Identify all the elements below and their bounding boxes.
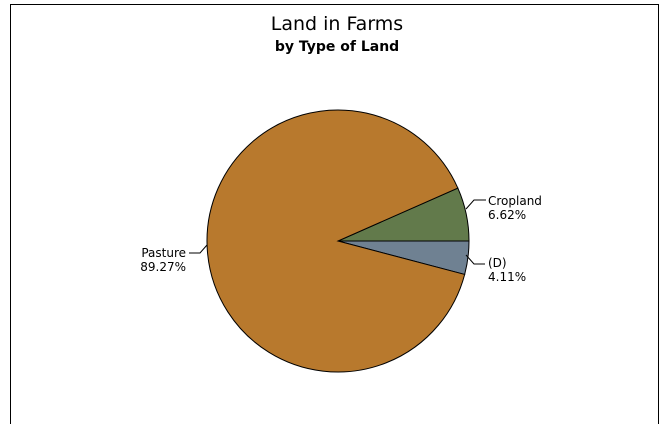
leader-line-cropland	[465, 199, 486, 210]
slice-value-d: 4.11%	[488, 270, 526, 284]
slice-value-cropland: 6.62%	[488, 208, 526, 222]
leader-line-pasture	[189, 244, 208, 254]
pie-slices	[206, 109, 470, 373]
slice-value-pasture: 89.27%	[140, 260, 186, 274]
slice-label-cropland: Cropland	[488, 194, 542, 208]
slice-label-pasture: Pasture	[141, 246, 186, 260]
chart-subtitle: by Type of Land	[275, 39, 399, 55]
chart-frame	[10, 4, 659, 424]
pie-chart: Land in Farms by Type of Land Cropland 6…	[140, 13, 542, 373]
pie-slice-pasture	[206, 109, 466, 373]
leader-lines	[189, 199, 486, 265]
leader-line-d	[465, 254, 485, 265]
slice-label-d: (D)	[488, 256, 507, 270]
chart-title: Land in Farms	[271, 13, 403, 35]
